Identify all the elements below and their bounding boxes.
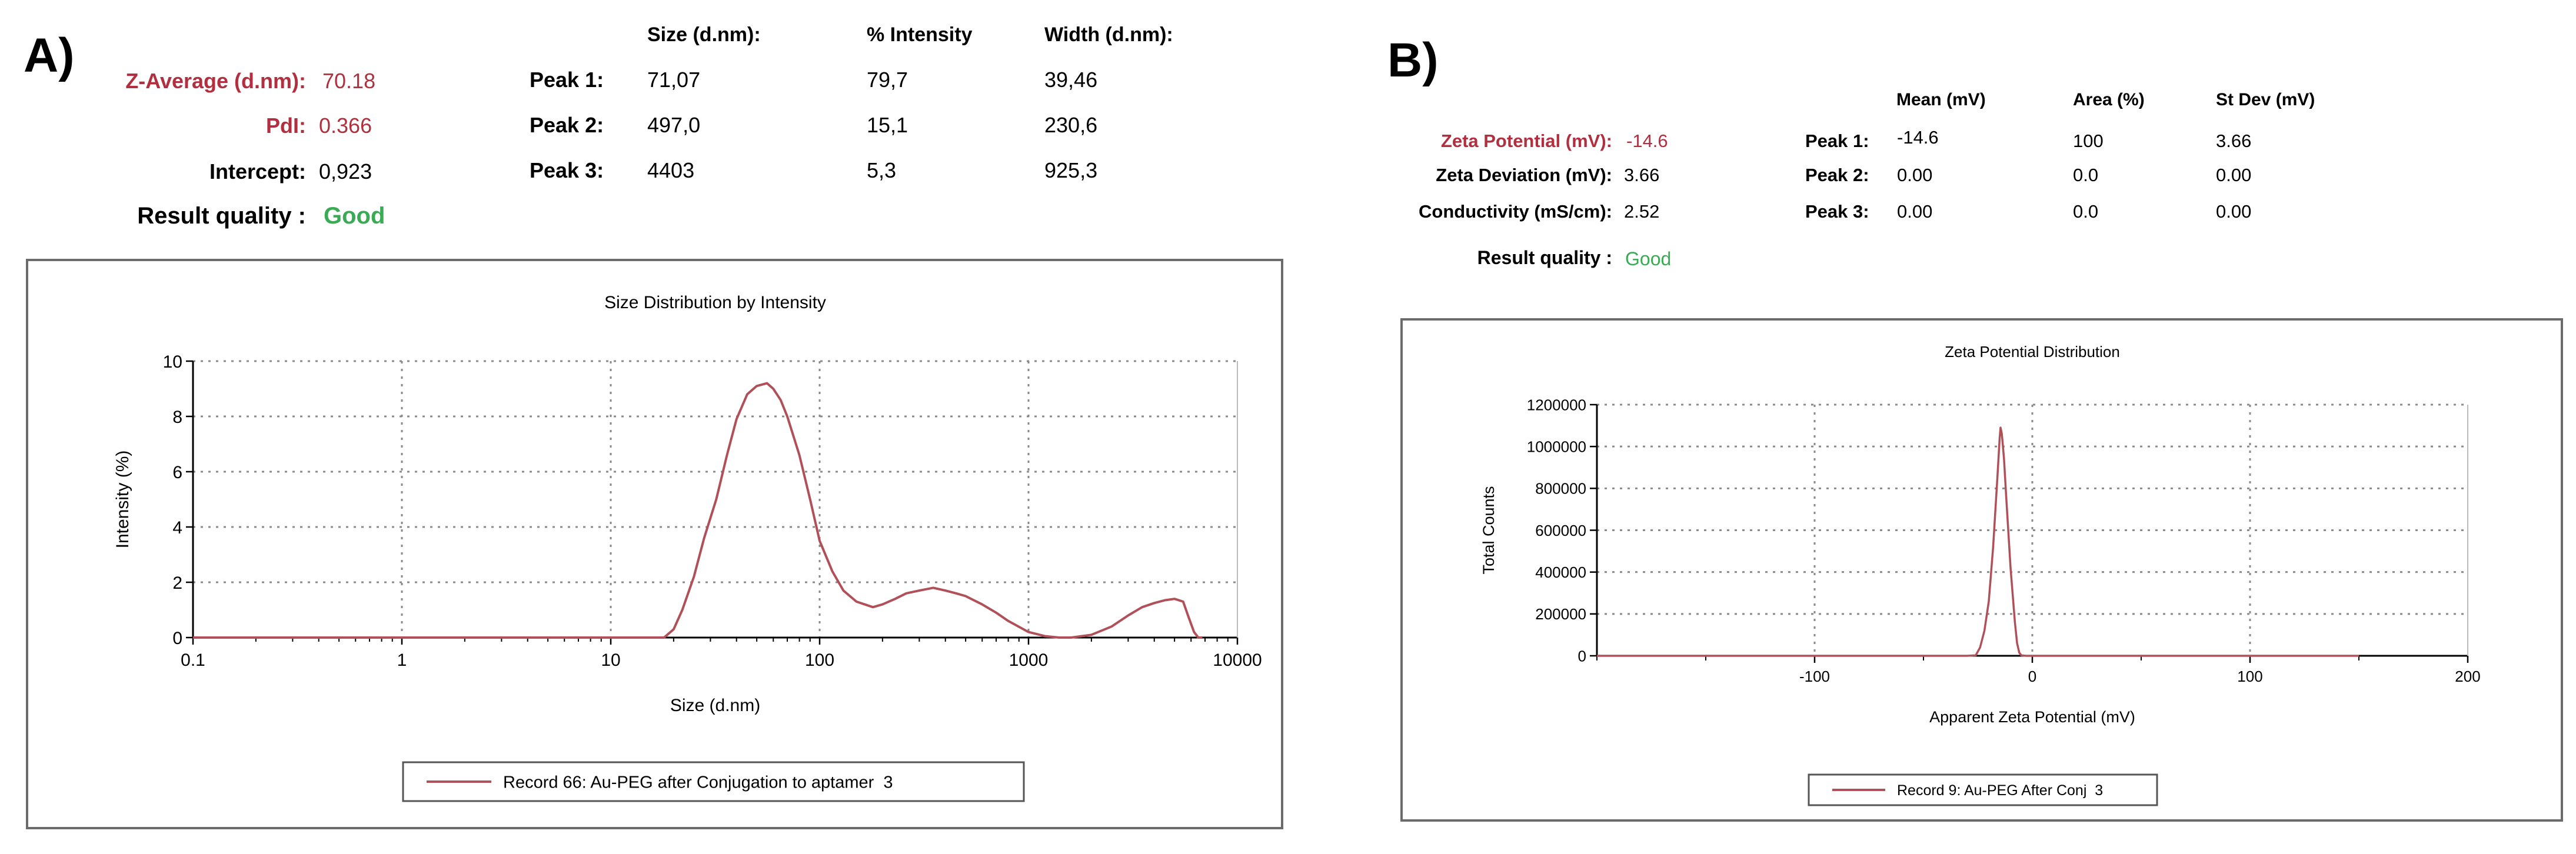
legend-box [1808,773,2158,806]
y-tick-label: 800000 [1535,480,1586,498]
peaks-b-row-label: Peak 3: [1805,201,1869,222]
peaks-b-row-area: 0.0 [2073,165,2099,185]
peaks-b-row-stdev: 3.66 [2216,131,2252,151]
peaks-b-row-area: 0.0 [2073,201,2099,222]
x-tick-label: 10000 [1213,650,1262,670]
x-tick-label: 0 [2028,668,2036,685]
peaks-b-row-stdev: 0.00 [2216,201,2252,222]
peaks-b-row-mean: -14.6 [1897,127,1939,148]
pdi-label: PdI: [266,114,306,138]
zeta-distribution-chart: Zeta Potential Distribution -100 0 100 200 0 2… [1480,343,2481,806]
x-tick-label: 200 [2455,668,2480,685]
peaks-b-row-label: Peak 2: [1805,165,1869,185]
result-quality-value-a: Good [324,203,385,229]
y-axis-label: Total Counts [1480,486,1497,574]
peaks-b-header-mean: Mean (mV) [1896,90,1986,109]
zeta-distribution-chart-frame: Zeta Potential Distribution -100 0 100 200 0 2… [1400,318,2563,822]
zeta-deviation-label: Zeta Deviation (mV): [1436,165,1612,185]
y-tick-label: 200000 [1535,605,1586,623]
conductivity-label: Conductivity (mS/cm): [1419,201,1612,222]
y-tick-label: 6 [172,463,182,482]
result-quality-label-b: Result quality : [1477,247,1612,268]
intercept-value: 0,923 [319,159,372,184]
peaks-b-row-stdev: 0.00 [2216,165,2252,185]
peaks-a-row-size: 497,0 [647,113,701,137]
peaks-a-row-label: Peak 2: [530,113,604,137]
peaks-b-row-mean: 0.00 [1897,201,1933,222]
zeta-deviation-value: 3.66 [1624,165,1660,185]
zeta-potential-label: Zeta Potential (mV): [1440,131,1612,151]
y-axis-label: Intensity (%) [113,451,132,549]
peaks-b-row-area: 100 [2073,131,2104,151]
conductivity-value: 2.52 [1624,201,1660,222]
result-quality-value-b: Good [1625,248,1672,269]
peaks-b-row-label: Peak 1: [1805,131,1869,151]
y-tick-label: 8 [172,408,182,427]
peaks-b-row-mean: 0.00 [1897,165,1933,185]
legend-label: Record 9: Au-PEG After Conj 3 [1897,782,2103,799]
peaks-a-row-width: 230,6 [1044,113,1098,137]
peaks-a-row-size: 4403 [647,158,695,182]
peaks-a-header-intensity: % Intensity [867,24,973,46]
x-tick-label: 1000 [1009,650,1049,670]
peaks-b-header-area: Area (%) [2073,90,2145,109]
y-tick-label: 2 [172,573,182,593]
peaks-a-row-size: 71,07 [647,68,701,92]
x-tick-label: 100 [2237,668,2262,685]
peaks-a-header-width: Width (d.nm): [1044,24,1173,46]
y-tick-label: 0 [1578,647,1586,665]
z-average-value: 70.18 [322,69,376,93]
peaks-b-header-stdev: St Dev (mV) [2216,90,2315,109]
chart-title: Zeta Potential Distribution [1945,343,2120,361]
result-quality-label-a: Result quality : [137,203,306,229]
x-axis-label: Apparent Zeta Potential (mV) [1929,708,2135,726]
legend-label: Record 66: Au-PEG after Conjugation to a… [503,773,893,792]
y-tick-label: 10 [163,352,182,372]
x-tick-label: 0.1 [181,650,205,670]
x-tick-label: -100 [1799,668,1830,685]
peaks-a-row-label: Peak 3: [530,158,604,182]
peaks-a-row-width: 39,46 [1044,68,1098,92]
peaks-a-row-intensity: 5,3 [867,158,897,182]
y-tick-label: 400000 [1535,563,1586,581]
series-line [1597,426,2359,657]
intercept-label: Intercept: [209,159,306,184]
chart-title: Size Distribution by Intensity [604,293,826,312]
x-tick-label: 1 [397,650,407,670]
peaks-a-header-size: Size (d.nm): [647,24,761,46]
legend-box [402,761,1025,802]
panel-b-letter: B) [1387,34,1439,87]
y-tick-label: 1200000 [1527,396,1586,413]
y-tick-label: 0 [172,629,182,648]
z-average-label: Z-Average (d.nm): [125,69,306,93]
y-tick-label: 1000000 [1527,438,1586,456]
y-tick-label: 4 [172,518,182,538]
zeta-potential-value: -14.6 [1626,131,1668,151]
size-distribution-chart-frame: Size Distribution by Intensity 0.1 1 10 100 1… [26,259,1283,829]
panel-a-letter: A) [24,29,75,82]
peaks-a-row-intensity: 15,1 [867,113,908,137]
peaks-a-row-intensity: 79,7 [867,68,908,92]
pdi-value: 0.366 [319,114,372,138]
peaks-a-row-label: Peak 1: [530,68,604,92]
x-tick-label: 100 [805,650,834,670]
series-line [193,382,1203,639]
x-tick-label: 10 [601,650,620,670]
y-tick-label: 600000 [1535,522,1586,539]
peaks-a-row-width: 925,3 [1044,158,1098,182]
x-axis-label: Size (d.nm) [670,696,760,715]
